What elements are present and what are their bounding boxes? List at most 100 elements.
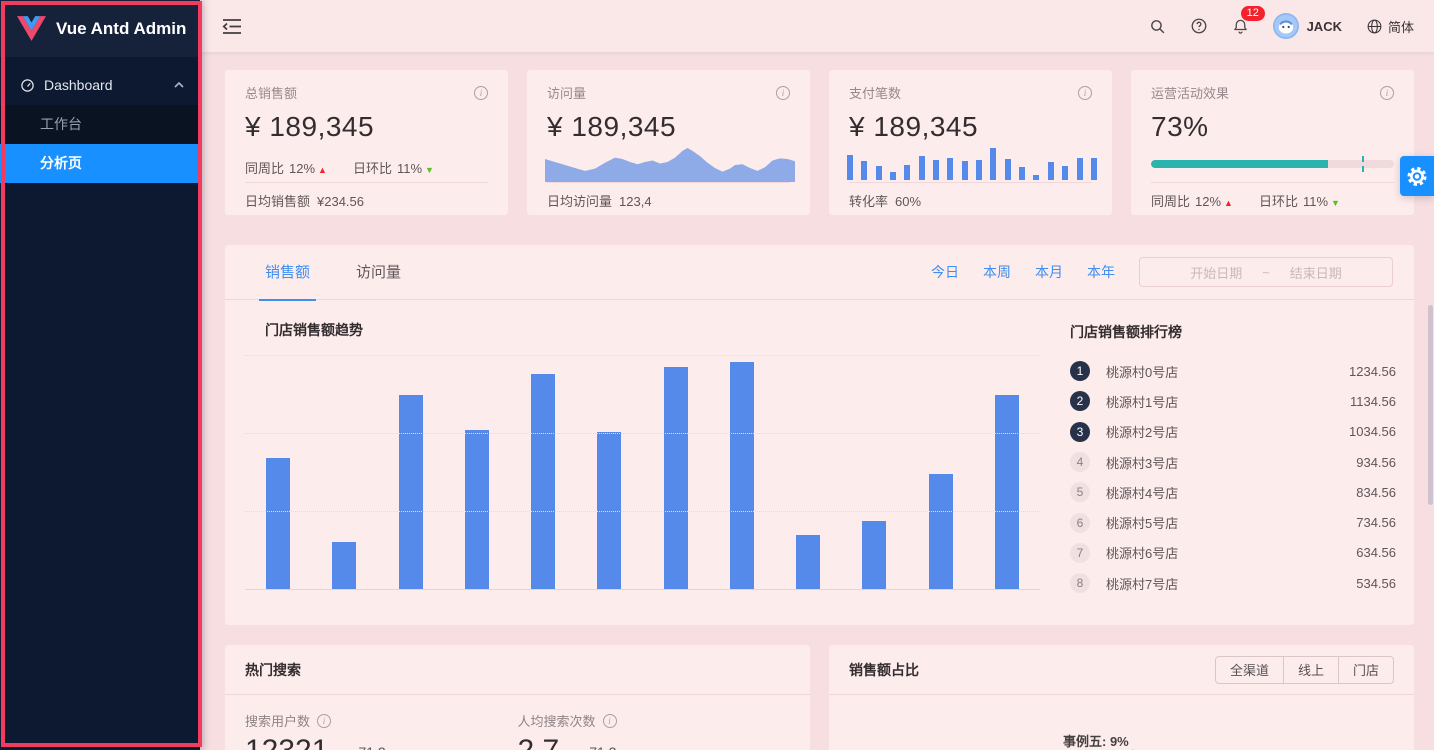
ranking-row: 3 桃源村2号店 1034.56 xyxy=(1070,417,1396,447)
info-icon[interactable]: i xyxy=(317,713,332,728)
tab-0[interactable]: 销售额 xyxy=(258,245,317,301)
hot-search-card: 热门搜索 搜索用户数 i 12321 71.2▲ 人均搜索次数 i 2.7 71.2▼ xyxy=(225,645,810,750)
settings-gear-button[interactable] xyxy=(1400,156,1434,196)
info-icon[interactable]: i xyxy=(776,85,790,100)
store-value: 534.56 xyxy=(1356,575,1396,591)
gridline xyxy=(245,432,1040,434)
store-name: 桃源村6号店 xyxy=(1106,546,1179,562)
sidebar-item-label: Dashboard xyxy=(44,77,113,93)
divider xyxy=(245,182,488,183)
help-icon[interactable] xyxy=(1190,17,1208,35)
trend-bar xyxy=(994,394,1019,589)
store-name: 桃源村3号店 xyxy=(1106,455,1179,471)
trend-bar xyxy=(663,366,688,589)
stat-value: ¥ 189,345 xyxy=(849,111,979,142)
stat-card-payments: 支付笔数 i ¥ 189,345 转化率 60% xyxy=(829,70,1112,215)
stat-value-row: 2.7 71.2▼ xyxy=(518,735,791,750)
mini-bar xyxy=(1033,174,1040,180)
info-icon[interactable]: i xyxy=(602,713,617,728)
divider xyxy=(1151,182,1394,183)
search-stat-1: 人均搜索次数 i 2.7 71.2▼ xyxy=(518,711,791,750)
ranking-row: 1 桃源村0号店 1234.56 xyxy=(1070,356,1396,386)
top-header: 12 JACK 简体 xyxy=(200,0,1434,52)
stat-value-row: 12321 71.2▲ xyxy=(245,735,518,750)
trend-bar xyxy=(597,432,622,589)
mini-bar xyxy=(904,164,911,180)
quick-range-1[interactable]: 本周 xyxy=(983,264,1011,280)
trend-bar-slot xyxy=(841,355,907,589)
sidebar-subitem-0[interactable]: 工作台 xyxy=(0,105,200,144)
stat-title: 总销售额 xyxy=(245,86,298,101)
channel-button-group: 全渠道 线上 门店 xyxy=(1214,655,1394,684)
logo[interactable]: Vue Antd Admin xyxy=(0,0,200,57)
stat-label-row: 搜索用户数 i xyxy=(245,711,518,730)
trend-bar-slot xyxy=(444,355,510,589)
rank-badge: 2 xyxy=(1070,391,1090,412)
store-name: 桃源村4号店 xyxy=(1106,485,1179,501)
visits-area-chart xyxy=(545,145,795,182)
payments-bar-chart xyxy=(847,144,1097,180)
down-arrow-icon: ▼ xyxy=(1331,198,1340,208)
up-arrow-icon: ▲ xyxy=(1224,198,1233,208)
stat-trend: 71.2▼ xyxy=(589,744,628,750)
trend-bar-slot xyxy=(378,355,444,589)
trend-bar xyxy=(332,542,357,589)
channel-button-2[interactable]: 门店 xyxy=(1337,655,1394,684)
trend-bar-slot xyxy=(643,355,709,589)
mini-bar xyxy=(990,148,997,180)
chevron-up-icon xyxy=(174,82,184,88)
end-date-placeholder: 结束日期 xyxy=(1289,265,1342,281)
info-icon[interactable]: i xyxy=(474,85,488,100)
notification-badge: 12 xyxy=(1240,6,1265,21)
user-menu[interactable]: JACK xyxy=(1272,13,1342,39)
store-name: 桃源村5号店 xyxy=(1106,516,1179,532)
up-arrow-icon: ▲ xyxy=(318,165,327,175)
sales-share-chart: 事例五: 9% xyxy=(829,695,1414,750)
pie-slice-label: 事例五: 9% xyxy=(1063,731,1129,750)
quick-range-2[interactable]: 本月 xyxy=(1035,264,1063,280)
store-value: 634.56 xyxy=(1356,545,1396,561)
channel-button-0[interactable]: 全渠道 xyxy=(1214,655,1284,684)
gridline xyxy=(245,355,1040,356)
trend-bar-slot xyxy=(775,355,841,589)
dashboard-icon xyxy=(21,78,34,92)
rank-badge: 8 xyxy=(1070,573,1090,594)
sales-share-card: 销售额占比 全渠道 线上 门店 事例五: 9% xyxy=(829,645,1414,750)
trend-bar xyxy=(398,394,423,589)
stat-label: 人均搜索次数 xyxy=(517,714,596,729)
divider xyxy=(547,182,790,183)
info-icon[interactable]: i xyxy=(1380,85,1394,100)
trend-bar xyxy=(531,373,556,589)
quick-range-3[interactable]: 本年 xyxy=(1087,264,1115,280)
sidebar-subitem-1[interactable]: 分析页 xyxy=(0,144,200,183)
search-icon[interactable] xyxy=(1149,18,1166,35)
metric-1: 日环比 11% ▼ xyxy=(353,158,434,177)
quick-range-0[interactable]: 今日 xyxy=(931,264,959,280)
store-value: 934.56 xyxy=(1356,454,1396,470)
trend-bar-slot xyxy=(311,355,377,589)
info-icon[interactable]: i xyxy=(1078,85,1092,100)
sidebar-item-dashboard[interactable]: Dashboard xyxy=(0,65,200,105)
quick-ranges: 今日 本周 本月 本年 xyxy=(931,262,1115,282)
range-filters: 今日 本周 本月 本年 开始日期 ~ 结束日期 xyxy=(931,257,1393,287)
language-switch[interactable]: 简体 xyxy=(1366,17,1414,36)
stat-trend: 71.2▲ xyxy=(358,744,397,750)
ranking-row: 6 桃源村5号店 734.56 xyxy=(1070,507,1396,537)
notification-bell-icon[interactable]: 12 xyxy=(1232,6,1265,35)
date-range-picker[interactable]: 开始日期 ~ 结束日期 xyxy=(1139,257,1393,287)
trend-value: 71.2 xyxy=(589,744,616,750)
tab-1[interactable]: 访问量 xyxy=(356,263,402,281)
metric-value: 12% xyxy=(1195,194,1222,209)
progress-target-marker xyxy=(1362,156,1365,172)
mini-bar xyxy=(1090,158,1097,180)
store-name: 桃源村2号店 xyxy=(1106,425,1179,441)
ranking-row: 5 桃源村4号店 834.56 xyxy=(1070,477,1396,507)
scrollbar-thumb[interactable] xyxy=(1428,305,1433,505)
channel-button-1[interactable]: 线上 xyxy=(1282,655,1339,684)
mini-bar xyxy=(1019,167,1026,180)
rank-badge: 7 xyxy=(1070,542,1090,563)
menu-fold-icon[interactable] xyxy=(222,18,242,35)
store-name: 桃源村1号店 xyxy=(1106,394,1179,410)
metric-label: 日环比 xyxy=(1258,194,1298,209)
